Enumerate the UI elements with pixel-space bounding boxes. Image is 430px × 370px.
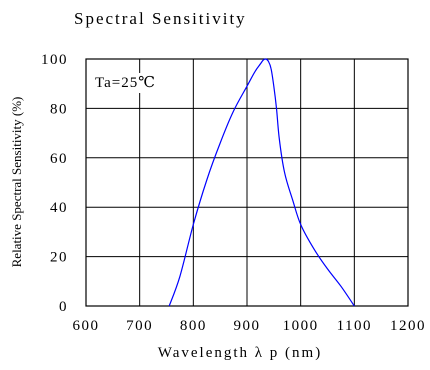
y-tick-label: 60 [50, 151, 68, 167]
y-tick-label: 20 [50, 250, 68, 266]
y-tick-label: 0 [59, 299, 68, 315]
chart-title: Spectral Sensitivity [74, 9, 247, 28]
x-axis-label: Wavelength λ p (nm) [158, 345, 322, 361]
grid-lines [86, 59, 408, 306]
sensitivity-curve [168, 58, 355, 307]
x-tick-label: 800 [180, 318, 207, 334]
temperature-annotation: Ta=25℃ [95, 75, 156, 91]
y-tick-label: 40 [50, 200, 68, 216]
plot-frame [85, 58, 409, 307]
x-tick-label: 1200 [390, 318, 426, 334]
y-tick-label: 100 [41, 52, 68, 68]
y-tick-label: 80 [50, 101, 68, 117]
x-tick-label: 900 [234, 318, 261, 334]
tick-labels: 600 700 800 900 1000 1100 1200 0 20 40 60 80 100 [41, 52, 426, 334]
annotation-box [92, 73, 160, 93]
x-tick-label: 600 [73, 318, 100, 334]
y-axis-label: Relative Spectral Sensitivity (%) [9, 97, 24, 268]
x-tick-label: 1000 [283, 318, 319, 334]
x-tick-label: 1100 [337, 318, 372, 334]
x-tick-label: 700 [126, 318, 153, 334]
